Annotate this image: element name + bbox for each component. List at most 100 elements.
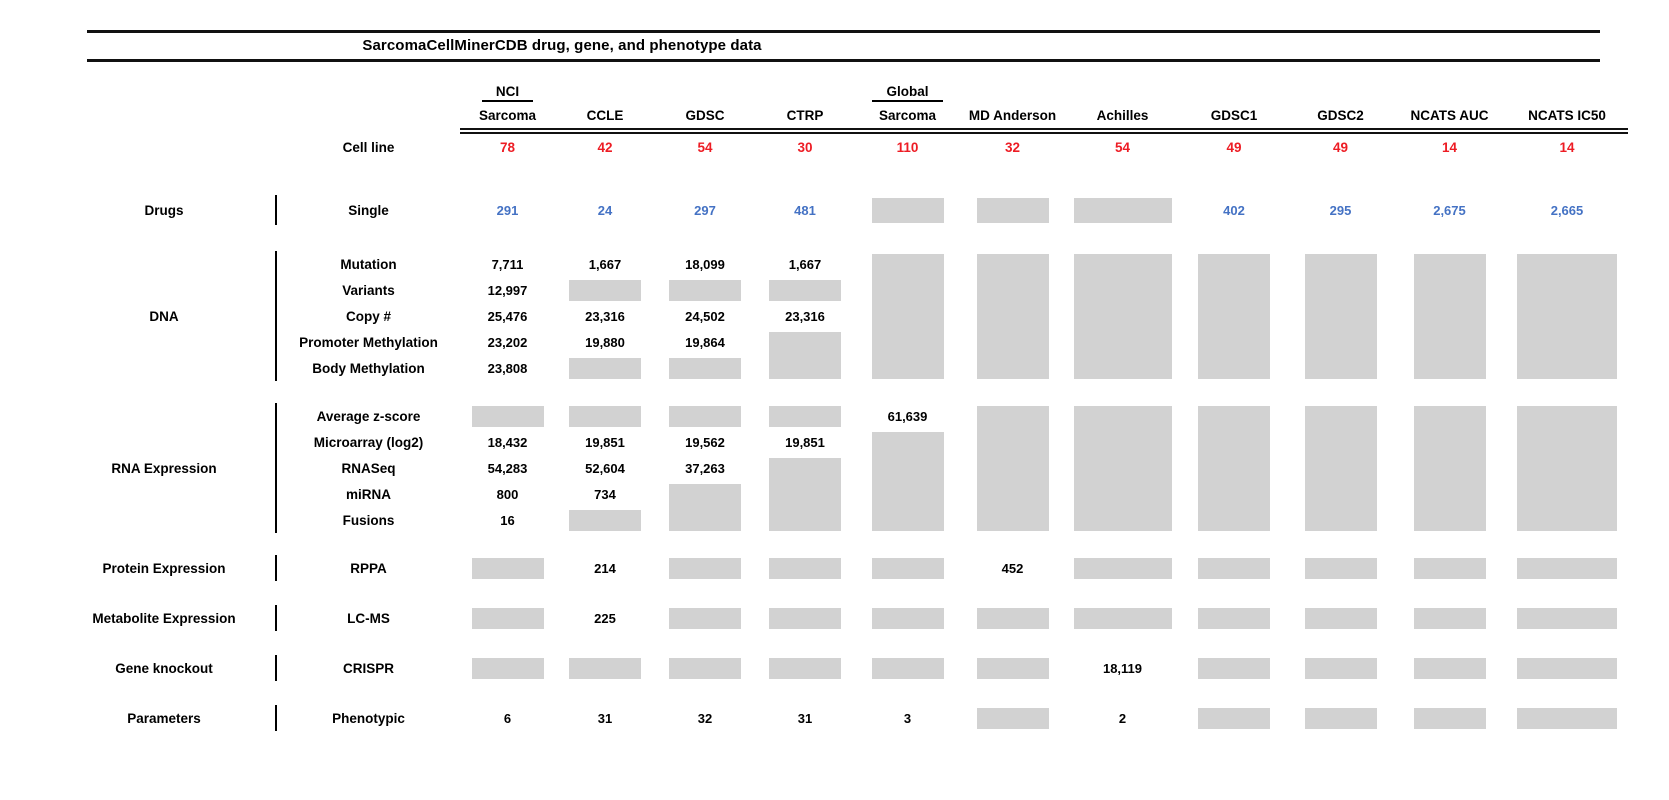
category-divider-bar (275, 605, 277, 631)
missing-data-box (1517, 707, 1617, 729)
missing-data-box (569, 509, 641, 531)
value-nci-sarcoma-copy: 25,476 (487, 308, 528, 324)
row-label-average-z-score: Average z-score (316, 408, 421, 424)
value-ctrp-phenotypic: 31 (797, 710, 813, 726)
col-header-gdsc2: GDSC2 (1317, 107, 1364, 123)
cell-line-count-ncats-auc: 14 (1441, 140, 1458, 155)
header-double-rule (460, 128, 1628, 134)
row-label-microarray-log2: Microarray (log2) (313, 434, 424, 450)
section-dna: DNA Mutation 7,711 1,667 18,099 1,667 Variants… (25, 251, 1669, 381)
value-nci-sarcoma-single: 291 (496, 202, 519, 218)
missing-data-box (871, 657, 944, 679)
missing-data-box (1304, 607, 1377, 629)
missing-data-box (669, 657, 741, 679)
missing-data-box (1304, 657, 1377, 679)
row-label-copy: Copy # (345, 308, 391, 324)
category-divider-bar (275, 705, 277, 731)
missing-data-box (669, 405, 741, 427)
missing-data-box (871, 197, 944, 223)
missing-data-box (669, 607, 741, 629)
category-divider-bar (275, 555, 277, 581)
data-sections: Drugs Single 291 24 297 481 402 295 2,675 2,665 DN… (25, 195, 1669, 731)
missing-data-box (669, 557, 741, 579)
missing-data-box (569, 405, 641, 427)
row-label-variants: Variants (342, 282, 395, 298)
missing-data-box (1517, 557, 1617, 579)
missing-data-box (1413, 707, 1486, 729)
category-label-gene-knockout: Gene knockout (115, 660, 213, 676)
missing-data-box (471, 657, 544, 679)
value-nci-sarcoma-mirna: 800 (496, 486, 519, 502)
value-nci-sarcoma-microarray-log2: 18,432 (487, 434, 528, 450)
value-ccle-phenotypic: 31 (597, 710, 613, 726)
missing-data-box (976, 253, 1049, 379)
value-ccle-mirna: 734 (594, 486, 616, 502)
value-ccle-lc-ms: 225 (594, 610, 616, 626)
section-rna-expression: RNA Expression Average z-score 61,639 Micro… (25, 403, 1669, 533)
missing-data-box (1198, 657, 1270, 679)
figure-title-band: SarcomaCellMinerCDB drug, gene, and phen… (87, 30, 1600, 62)
missing-data-box (976, 405, 1049, 531)
value-md-anderson-rppa: 452 (1001, 560, 1024, 576)
row-label-promoter-methylation: Promoter Methylation (299, 334, 438, 350)
value-ctrp-copy: 23,316 (785, 308, 825, 324)
col-header-ncats-auc: NCATS AUC (1410, 107, 1489, 123)
cell-line-count-ccle: 42 (597, 140, 613, 155)
missing-data-box (976, 607, 1049, 629)
value-ccle-microarray-log2: 19,851 (585, 434, 625, 450)
missing-data-box (1517, 405, 1617, 531)
value-ncats-auc-single: 2,675 (1433, 202, 1466, 218)
value-ccle-rppa: 214 (594, 560, 616, 576)
col-header-overline-text: NCI (481, 84, 534, 102)
row-label-single: Single (348, 202, 389, 218)
col-header-md-anderson: MD Anderson (968, 107, 1057, 123)
missing-data-box (1517, 607, 1617, 629)
missing-data-box (1517, 253, 1617, 379)
cell-line-count-md-anderson: 32 (1004, 140, 1021, 155)
value-ncats-ic50-single: 2,665 (1550, 202, 1584, 218)
missing-data-box (976, 197, 1049, 223)
cell-line-count-nci-sarcoma: 78 (499, 140, 516, 155)
col-header-ccle: CCLE (586, 107, 624, 123)
missing-data-box (1198, 707, 1270, 729)
value-achilles-phenotypic: 2 (1118, 710, 1127, 726)
value-gdsc-copy: 24,502 (685, 308, 725, 324)
missing-data-box (871, 431, 944, 531)
missing-data-box (1073, 607, 1172, 629)
col-header-nci-sarcoma: Sarcoma (478, 107, 537, 123)
title-top-rule (87, 30, 1600, 33)
cell-line-count-gdsc2: 49 (1332, 140, 1349, 155)
figure-page: SarcomaCellMinerCDB drug, gene, and phen… (0, 30, 1669, 800)
value-global-sarcoma-average-z-score: 61,639 (887, 408, 928, 424)
value-gdsc-promoter-methylation: 19,864 (685, 334, 725, 350)
category-label-parameters: Parameters (127, 710, 201, 726)
value-ccle-single: 24 (597, 202, 613, 218)
row-label-lc-ms: LC-MS (347, 610, 390, 626)
value-gdsc-microarray-log2: 19,562 (685, 434, 725, 450)
category-label-drugs: Drugs (144, 202, 184, 218)
missing-data-box (471, 405, 544, 427)
row-label-body-methylation: Body Methylation (312, 360, 425, 376)
value-achilles-crispr: 18,119 (1102, 660, 1143, 676)
missing-data-box (1198, 253, 1270, 379)
row-label-mirna: miRNA (345, 486, 391, 502)
cell-line-count-gdsc: 54 (697, 140, 713, 155)
title-bottom-rule (87, 59, 1600, 62)
missing-data-box (1304, 707, 1377, 729)
value-nci-sarcoma-fusions: 16 (500, 512, 515, 528)
section-protein-expression: Protein Expression RPPA 214 452 (25, 555, 1669, 581)
row-label-rppa: RPPA (350, 560, 387, 576)
missing-data-box (471, 607, 544, 629)
missing-data-box (769, 557, 841, 579)
missing-data-box (1198, 557, 1270, 579)
col-header-overline-text: Global (872, 84, 943, 102)
section-drugs: Drugs Single 291 24 297 481 402 295 2,675 2,665 (25, 195, 1669, 225)
col-header-global-sarcoma-line1: Global (855, 80, 960, 102)
col-header-nci-sarcoma-line1: NCI (460, 80, 555, 102)
category-divider-bar (275, 251, 277, 381)
value-gdsc1-single: 402 (1223, 202, 1245, 218)
row-label-phenotypic: Phenotypic (332, 710, 405, 726)
value-ccle-mutation: 1,667 (588, 256, 622, 272)
cell-line-count-ctrp: 30 (797, 140, 813, 155)
missing-data-box (769, 279, 841, 301)
